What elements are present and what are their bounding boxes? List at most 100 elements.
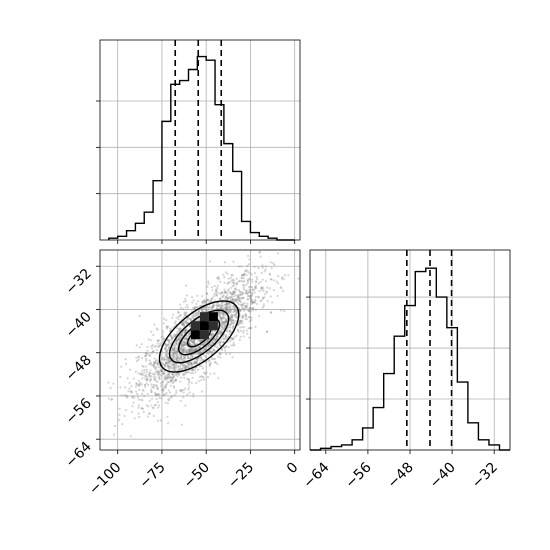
scatter-point <box>218 330 221 333</box>
scatter-point <box>150 352 153 355</box>
scatter-point <box>137 379 140 382</box>
scatter-point <box>173 333 176 336</box>
scatter-point <box>163 359 166 362</box>
scatter-point <box>188 363 191 366</box>
scatter-point <box>222 346 225 349</box>
scatter-point <box>194 368 197 371</box>
scatter-point <box>272 279 275 282</box>
scatter-point <box>224 303 227 307</box>
scatter-point <box>177 337 180 340</box>
scatter-point <box>153 362 156 365</box>
scatter-point <box>157 375 161 378</box>
scatter-point <box>203 300 206 303</box>
scatter-point <box>251 280 254 283</box>
scatter-point <box>239 309 242 312</box>
scatter-point <box>235 277 238 280</box>
scatter-point <box>211 289 214 292</box>
scatter-point <box>162 371 165 374</box>
scatter-point <box>184 364 187 367</box>
scatter-point <box>230 292 233 295</box>
scatter-point <box>183 343 186 346</box>
scatter-point <box>148 375 151 378</box>
histogram-x-panel <box>96 39 301 244</box>
scatter-point <box>225 337 228 340</box>
scatter-point <box>242 335 245 338</box>
scatter-point <box>218 305 222 308</box>
scatter-point <box>199 351 202 354</box>
scatter-point <box>232 321 235 325</box>
scatter-point <box>215 277 219 280</box>
scatter-point <box>215 294 218 297</box>
scatter-point <box>193 307 196 310</box>
scatter-point <box>244 317 247 320</box>
scatter-point <box>184 313 187 316</box>
scatter-point <box>233 309 236 313</box>
scatter-point <box>118 418 121 422</box>
scatter-point <box>168 360 171 363</box>
scatter-point <box>164 347 167 350</box>
scatter-point <box>201 300 204 303</box>
scatter-point <box>180 355 183 358</box>
scatter-point <box>230 338 233 341</box>
scatter-point <box>164 347 168 350</box>
scatter-point <box>168 359 171 362</box>
scatter-point <box>211 305 214 309</box>
scatter-point <box>185 294 188 297</box>
scatter-point <box>224 318 227 321</box>
scatter-point <box>175 389 178 392</box>
scatter-point <box>157 360 160 363</box>
scatter-point <box>227 346 230 349</box>
scatter-point <box>229 307 232 310</box>
scatter-point <box>169 334 172 338</box>
scatter-point <box>184 331 187 334</box>
scatter-point <box>146 376 149 379</box>
scatter-point <box>233 310 236 313</box>
scatter-point <box>247 270 250 274</box>
scatter-point <box>137 372 140 375</box>
scatter-point <box>167 373 170 376</box>
scatter-point <box>215 337 218 340</box>
scatter-point <box>213 285 216 288</box>
scatter-point <box>248 277 251 280</box>
scatter-point <box>183 338 186 341</box>
scatter-point <box>217 301 220 304</box>
scatter-point <box>182 344 185 347</box>
scatter-point <box>221 312 224 315</box>
y-tick-label: −48 <box>63 352 95 384</box>
scatter-point <box>177 359 180 362</box>
scatter-point <box>227 281 230 284</box>
scatter-point <box>197 309 201 312</box>
scatter-point <box>195 348 198 351</box>
scatter-point <box>197 346 200 349</box>
scatter-point <box>145 370 148 374</box>
scatter-point <box>173 351 176 354</box>
scatter-point <box>241 326 244 329</box>
scatter-point <box>219 280 222 283</box>
scatter-point <box>216 307 219 310</box>
scatter-point <box>220 291 223 294</box>
scatter-point <box>183 324 186 327</box>
scatter-point <box>228 306 231 309</box>
scatter-point <box>225 318 228 321</box>
scatter-point <box>184 348 188 351</box>
scatter-point <box>185 303 189 306</box>
scatter-point <box>185 311 188 314</box>
scatter-point <box>243 280 246 283</box>
scatter-point <box>268 287 271 290</box>
scatter-point <box>219 352 222 355</box>
scatter-point <box>206 299 209 302</box>
scatter-point <box>154 345 157 348</box>
scatter-point <box>174 352 178 355</box>
scatter-point <box>252 306 255 310</box>
scatter-point <box>190 348 193 351</box>
scatter-point <box>161 357 164 360</box>
scatter-point <box>212 348 215 351</box>
scatter-point <box>167 377 170 380</box>
scatter-point <box>263 293 266 296</box>
scatter-point <box>147 353 150 356</box>
scatter-point <box>188 381 191 384</box>
scatter-point <box>175 357 178 360</box>
scatter-point <box>180 357 184 360</box>
scatter-point <box>177 338 180 341</box>
scatter-point <box>210 357 213 361</box>
